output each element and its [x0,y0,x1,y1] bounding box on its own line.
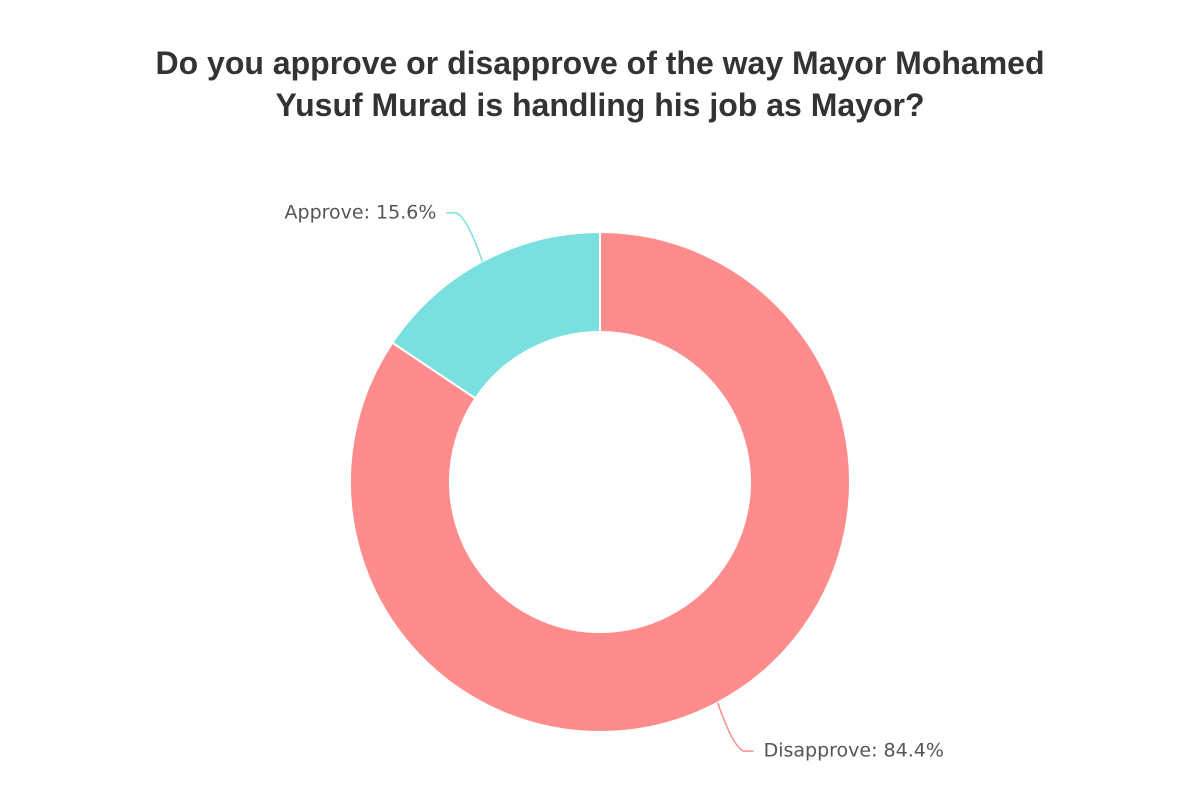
chart-title: Do you approve or disapprove of the way … [155,45,1045,123]
label-connector [446,212,484,262]
label-connector [716,702,754,752]
donut-segment [349,230,851,733]
data-label: Approve: 15.6% [285,201,437,223]
data-label: Disapprove: 84.4% [764,740,944,762]
